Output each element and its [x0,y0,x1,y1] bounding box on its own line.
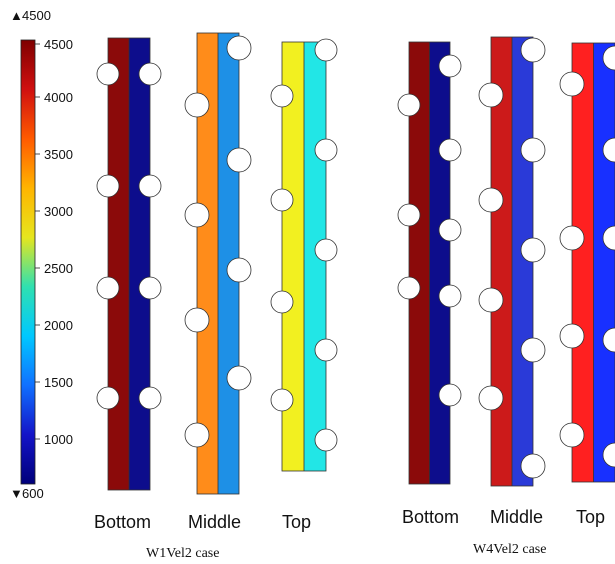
strip-0-1 [184,32,252,495]
notch-left [478,287,504,313]
notch-right [314,38,338,62]
notch-right [520,337,546,363]
w1vel2-case-label: W1Vel2 case [146,546,219,561]
colorbar-tick-label: 4500 [44,37,73,52]
notch-right [520,37,546,63]
notch-left [270,188,294,212]
strip-1-0 [397,41,462,485]
strip-0-0 [96,37,162,491]
notch-left [184,422,210,448]
strip-left-half [197,33,218,494]
notch-right [602,45,615,71]
notch-left [184,202,210,228]
notch-left [96,174,120,198]
notch-right [520,237,546,263]
notch-left [184,92,210,118]
notch-right [602,225,615,251]
notch-right [438,138,462,162]
notch-left [559,71,585,97]
notch-right [438,54,462,78]
notch-left [397,203,421,227]
max-marker-icon: ▲ [10,8,23,23]
strip-left-half [409,42,430,484]
strip-left-half [572,43,594,482]
notch-left [559,323,585,349]
w1-top-label: Top [282,512,311,532]
notch-left [397,276,421,300]
notch-right [602,137,615,163]
notch-right [438,218,462,242]
notch-right [138,386,162,410]
notch-left [270,84,294,108]
notch-right [226,147,252,173]
colorbar-tick-label: 3500 [44,147,73,162]
notch-right [138,62,162,86]
notch-right [314,238,338,262]
notch-left [270,290,294,314]
colorbar-tick-label: 1500 [44,375,73,390]
w4-bottom-label: Bottom [402,507,459,527]
strip-left-half [282,42,304,471]
min-marker-icon: ▼ [10,486,23,501]
notch-left [559,225,585,251]
notch-left [559,422,585,448]
colorbar-tick-label: 1000 [44,432,73,447]
colorbar-min-label: 600 [22,486,44,501]
colorbar-tick-label: 3000 [44,204,73,219]
notch-left [478,187,504,213]
color-bar: ▲ 4500 45004000350030002500200015001000 … [10,8,73,501]
notch-right [314,338,338,362]
w4vel2-case-label: W4Vel2 case [473,542,546,557]
notch-right [314,138,338,162]
w1-middle-label: Middle [188,512,241,532]
notch-left [478,385,504,411]
notch-right [438,383,462,407]
strip-0-2 [270,38,338,472]
notch-left [96,386,120,410]
strip-1-2 [559,42,615,483]
notch-left [478,82,504,108]
notch-right [438,284,462,308]
notch-left [270,388,294,412]
strip-left-half [491,37,512,486]
w1-bottom-label: Bottom [94,512,151,532]
colorbar-tick-label: 2000 [44,318,73,333]
strip-right-half [429,42,450,484]
notch-left [96,62,120,86]
notch-right [520,137,546,163]
strip-1-1 [478,36,546,487]
notch-right [602,327,615,353]
notch-left [96,276,120,300]
notch-right [520,453,546,479]
notch-right [226,257,252,283]
strip-right-half [129,38,150,490]
notch-right [226,35,252,61]
w4-top-label: Top [576,507,605,527]
notch-right [138,174,162,198]
notch-right [226,365,252,391]
colorbar-gradient [20,39,36,485]
w4-middle-label: Middle [490,507,543,527]
notch-left [397,93,421,117]
colorbar-ticks: 4500 4000 3500 3000 2500 2000 1500 1000 [35,37,73,447]
colorbar-tick-label: 4000 [44,90,73,105]
notch-right [314,428,338,452]
notch-left [184,307,210,333]
notch-right [602,442,615,468]
notch-right [138,276,162,300]
colorbar-tick-label: 2500 [44,261,73,276]
strip-left-half [108,38,129,490]
strips-group [96,32,615,495]
colorbar-max-label: 4500 [22,8,51,23]
strip-right-half [593,43,615,482]
